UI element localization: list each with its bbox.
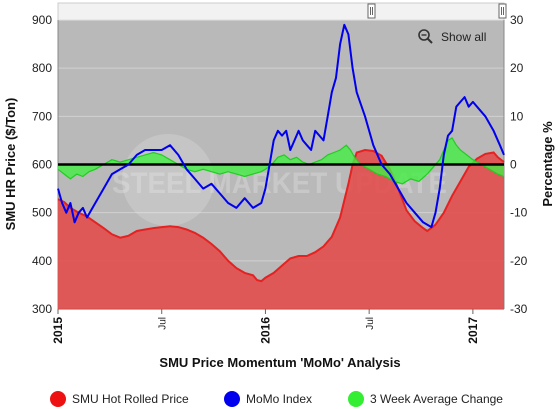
avg-change-area (58, 138, 504, 184)
right-axis-title: Percentage % (540, 121, 555, 207)
show-all-button[interactable]: Show all (418, 29, 486, 44)
series-momo-index (57, 23, 505, 229)
left-tick-label: 700 (32, 109, 52, 123)
left-axis-ticks: 300 400 500 600 700 800 900 (32, 13, 52, 316)
right-tick-label: 0 (510, 158, 517, 172)
hr-price-area (58, 150, 504, 309)
left-tick-label: 800 (32, 61, 52, 75)
right-tick-label: 20 (510, 61, 524, 75)
legend-label: SMU Hot Rolled Price (72, 392, 189, 406)
x-tick-label: Jul (158, 317, 169, 330)
chart-title: SMU Price Momentum 'MoMo' Analysis (159, 355, 400, 370)
legend-label: 3 Week Average Change (370, 392, 503, 406)
navigator-bar[interactable] (57, 2, 505, 21)
right-axis-ticks: -30 -20 -10 0 10 20 30 (510, 13, 528, 316)
left-tick-label: 600 (32, 158, 52, 172)
x-tick-label: 2015 (51, 317, 65, 344)
left-tick-label: 400 (32, 254, 52, 268)
zoom-out-icon (418, 29, 430, 41)
x-axis-ticks: 2015 Jul 2016 Jul 2017 (51, 309, 480, 344)
right-tick-label: 30 (510, 13, 524, 27)
left-axis-title: SMU HR Price ($/Ton) (3, 98, 18, 231)
left-tick-label: 500 (32, 206, 52, 220)
show-all-label: Show all (441, 30, 486, 44)
hr-price-line (57, 148, 505, 283)
x-tick-label: Jul (365, 317, 376, 330)
right-tick-label: -20 (510, 254, 528, 268)
legend-item[interactable]: 3 Week Average Change (348, 391, 503, 407)
legend-marker (348, 391, 364, 407)
navigator-handle-right[interactable] (498, 3, 507, 19)
series-smu-hot-rolled-price (57, 148, 505, 309)
legend-marker (50, 391, 66, 407)
right-tick-label: -10 (510, 206, 528, 220)
momo-index-line (57, 23, 505, 229)
legend-label: MoMo Index (246, 392, 312, 406)
left-tick-label: 900 (32, 13, 52, 27)
x-tick-label: 2016 (258, 317, 272, 344)
left-tick-label: 300 (32, 302, 52, 316)
legend: SMU Hot Rolled Price MoMo Index 3 Week Ave… (50, 391, 503, 407)
legend-item[interactable]: MoMo Index (224, 391, 312, 407)
right-tick-label: -30 (510, 302, 528, 316)
right-tick-label: 10 (510, 109, 524, 123)
legend-marker (224, 391, 240, 407)
legend-item[interactable]: SMU Hot Rolled Price (50, 391, 189, 407)
navigator-handle-left[interactable] (367, 3, 376, 19)
x-tick-label: 2017 (466, 317, 480, 344)
